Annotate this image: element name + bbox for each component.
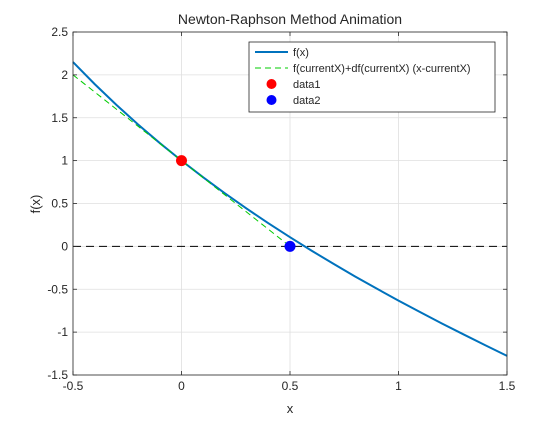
legend-label: data1 [293,79,321,91]
tick-layer: -0.5 0 0.5 1 1.5 -1.5 -1 -0.5 0 0.5 1 1.5 2 2.5 [47,25,515,393]
legend: f(x) f(currentX)+df(currentX) (x-currentX… [248,41,496,113]
data1-point [176,155,187,167]
tangent-line [72,74,291,247]
y-tick-label: -0.5 [47,282,68,296]
series-layer [72,61,508,357]
y-tick-label: -1.5 [47,368,68,382]
x-tick-label: 0 [178,379,185,393]
legend-marker-data2 [266,95,277,105]
legend-label: f(currentX)+df(currentX) (x-currentX) [293,63,471,75]
data2-point [284,240,296,252]
y-tick-label: 2.5 [51,25,68,39]
y-tick-label: 2 [61,68,68,82]
x-tick-label: 0.5 [282,379,299,393]
y-axis-label: f(x) [28,195,43,214]
y-tick-label: 0.5 [51,197,68,211]
fx-curve [72,61,508,357]
y-tick-label: 1.5 [51,111,68,125]
legend-label: data2 [293,95,321,107]
legend-box [248,41,496,113]
x-tick-label: -0.5 [63,379,84,393]
x-tick-label: 1.5 [499,379,516,393]
y-tick-label: 1 [61,154,68,168]
chart-title: Newton-Raphson Method Animation [178,11,402,27]
x-tick-label: 1 [395,379,402,393]
legend-label: f(x) [293,47,309,59]
y-tick-label: -1 [57,325,68,339]
x-axis-label: x [287,401,294,416]
y-tick-label: 0 [61,239,68,253]
legend-marker-data1 [266,79,277,89]
